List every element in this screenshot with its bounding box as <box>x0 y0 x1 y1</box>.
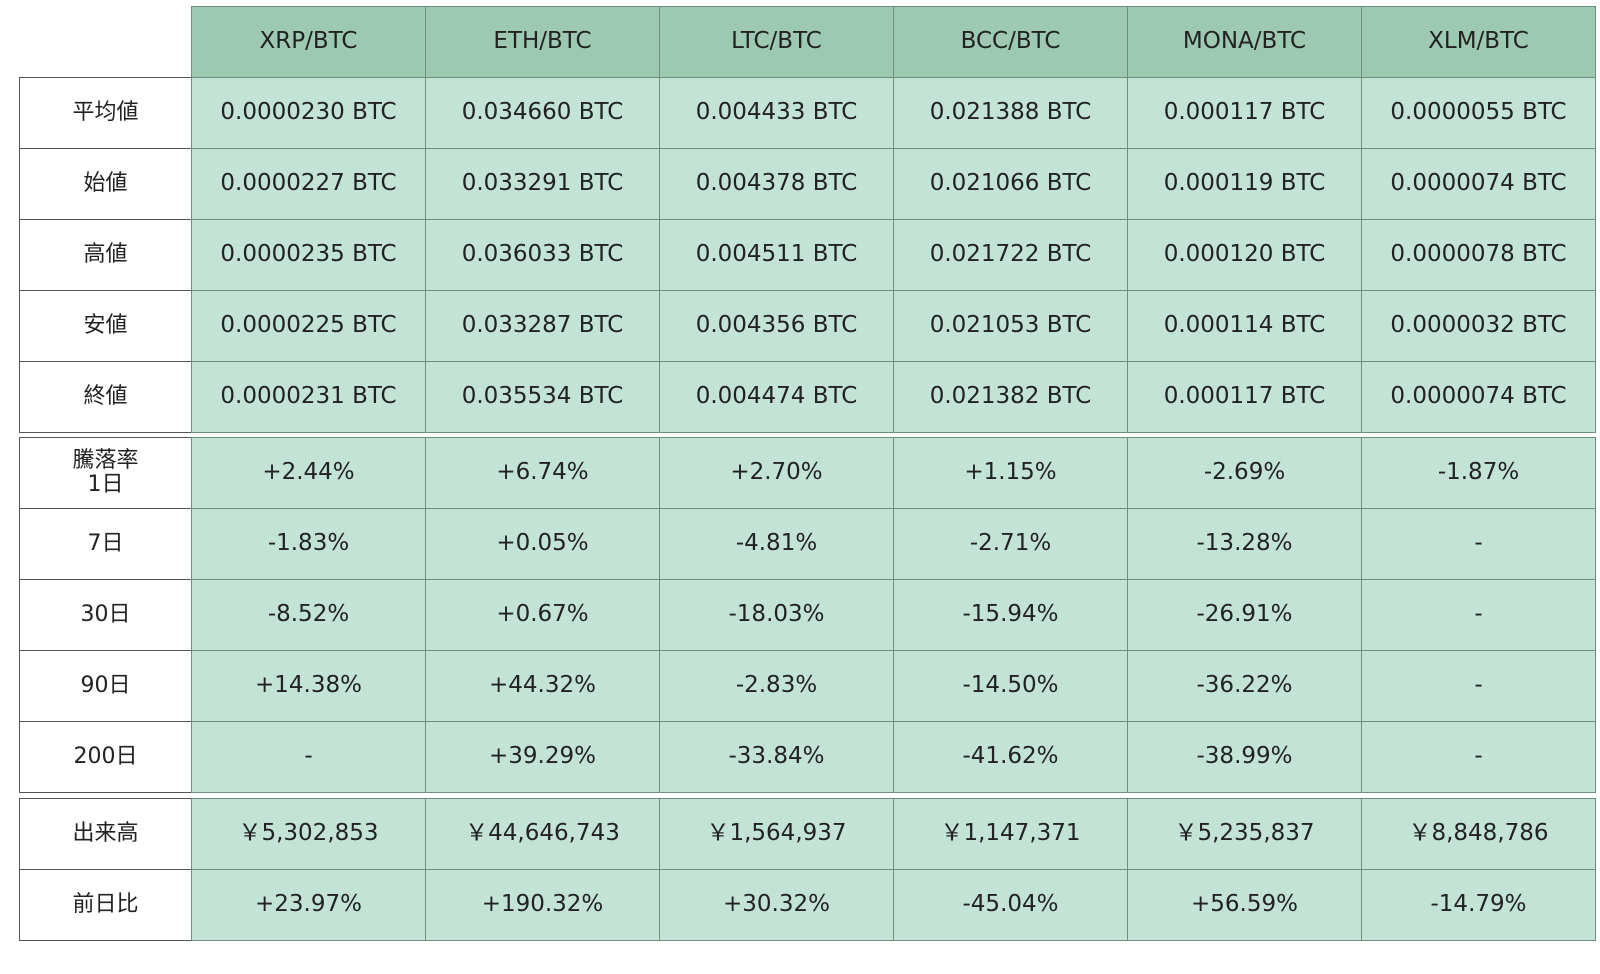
table-cell: -45.04% <box>893 869 1128 941</box>
table-cell: -1.87% <box>1361 437 1596 509</box>
row-label: 前日比 <box>19 869 192 941</box>
row-label: 出来高 <box>19 798 192 870</box>
table-cell: -14.79% <box>1361 869 1596 941</box>
table-cell: -18.03% <box>659 579 894 651</box>
table-cell: +56.59% <box>1127 869 1362 941</box>
column-header: BCC/BTC <box>893 6 1128 78</box>
table-cell: 0.000119 BTC <box>1127 148 1362 220</box>
table-cell: ￥1,564,937 <box>659 798 894 870</box>
table-cell: 0.0000235 BTC <box>191 219 426 291</box>
table-cell: 0.0000032 BTC <box>1361 290 1596 362</box>
table-cell: +190.32% <box>425 869 660 941</box>
table-cell: 0.036033 BTC <box>425 219 660 291</box>
table-cell: -15.94% <box>893 579 1128 651</box>
column-header: MONA/BTC <box>1127 6 1362 78</box>
table-cell: - <box>1361 508 1596 580</box>
table-cell: -26.91% <box>1127 579 1362 651</box>
table-cell: +0.05% <box>425 508 660 580</box>
row-label: 30日 <box>19 579 192 651</box>
table-cell: 0.0000227 BTC <box>191 148 426 220</box>
table-cell: - <box>1361 721 1596 793</box>
table-cell: +44.32% <box>425 650 660 722</box>
table-cell: 0.004433 BTC <box>659 77 894 149</box>
table-cell: 0.033291 BTC <box>425 148 660 220</box>
table-cell: - <box>191 721 426 793</box>
table-cell: +2.44% <box>191 437 426 509</box>
column-header: XLM/BTC <box>1361 6 1596 78</box>
table-cell: 0.004511 BTC <box>659 219 894 291</box>
table-cell: +39.29% <box>425 721 660 793</box>
table-cell: 0.000120 BTC <box>1127 219 1362 291</box>
table-cell: 0.021053 BTC <box>893 290 1128 362</box>
table-cell: -33.84% <box>659 721 894 793</box>
table-cell: -8.52% <box>191 579 426 651</box>
row-label: 安値 <box>19 290 192 362</box>
table-cell: 0.0000231 BTC <box>191 361 426 433</box>
table-cell: 0.004356 BTC <box>659 290 894 362</box>
table-cell: 0.0000225 BTC <box>191 290 426 362</box>
table-cell: +23.97% <box>191 869 426 941</box>
row-label: 高値 <box>19 219 192 291</box>
table-cell: +2.70% <box>659 437 894 509</box>
table-cell: ￥5,235,837 <box>1127 798 1362 870</box>
table-cell: 0.0000074 BTC <box>1361 148 1596 220</box>
table-cell: 0.021382 BTC <box>893 361 1128 433</box>
table-cell: +30.32% <box>659 869 894 941</box>
table-cell: +1.15% <box>893 437 1128 509</box>
table-cell: 0.0000074 BTC <box>1361 361 1596 433</box>
table-cell: 0.021066 BTC <box>893 148 1128 220</box>
table-cell: 0.000117 BTC <box>1127 361 1362 433</box>
table-cell: ￥8,848,786 <box>1361 798 1596 870</box>
table-cell: -38.99% <box>1127 721 1362 793</box>
row-label: 始値 <box>19 148 192 220</box>
table-cell: +14.38% <box>191 650 426 722</box>
row-label: 200日 <box>19 721 192 793</box>
table-cell: ￥5,302,853 <box>191 798 426 870</box>
table-cell: - <box>1361 650 1596 722</box>
table-cell: -41.62% <box>893 721 1128 793</box>
table-cell: 0.033287 BTC <box>425 290 660 362</box>
table-cell: -14.50% <box>893 650 1128 722</box>
table-cell: - <box>1361 579 1596 651</box>
row-label: 終値 <box>19 361 192 433</box>
row-label: 騰落率 1日 <box>19 437 192 509</box>
table-cell: -13.28% <box>1127 508 1362 580</box>
column-header: XRP/BTC <box>191 6 426 78</box>
table-cell: +0.67% <box>425 579 660 651</box>
table-cell: 0.0000078 BTC <box>1361 219 1596 291</box>
row-label: 90日 <box>19 650 192 722</box>
table-cell: 0.035534 BTC <box>425 361 660 433</box>
table-cell: -2.71% <box>893 508 1128 580</box>
table-cell: -2.69% <box>1127 437 1362 509</box>
table-cell: -4.81% <box>659 508 894 580</box>
table-cell: 0.0000055 BTC <box>1361 77 1596 149</box>
table-cell: 0.000114 BTC <box>1127 290 1362 362</box>
table-cell: -36.22% <box>1127 650 1362 722</box>
table-cell: ￥1,147,371 <box>893 798 1128 870</box>
table-cell: 0.034660 BTC <box>425 77 660 149</box>
table-cell: -2.83% <box>659 650 894 722</box>
table-cell: ￥44,646,743 <box>425 798 660 870</box>
table-cell: 0.004378 BTC <box>659 148 894 220</box>
table-cell: +6.74% <box>425 437 660 509</box>
table-cell: 0.021388 BTC <box>893 77 1128 149</box>
row-label: 平均値 <box>19 77 192 149</box>
column-header: ETH/BTC <box>425 6 660 78</box>
table-cell: 0.0000230 BTC <box>191 77 426 149</box>
table-cell: -1.83% <box>191 508 426 580</box>
table-cell: 0.004474 BTC <box>659 361 894 433</box>
column-header: LTC/BTC <box>659 6 894 78</box>
row-label: 7日 <box>19 508 192 580</box>
table-cell: 0.021722 BTC <box>893 219 1128 291</box>
table-cell: 0.000117 BTC <box>1127 77 1362 149</box>
